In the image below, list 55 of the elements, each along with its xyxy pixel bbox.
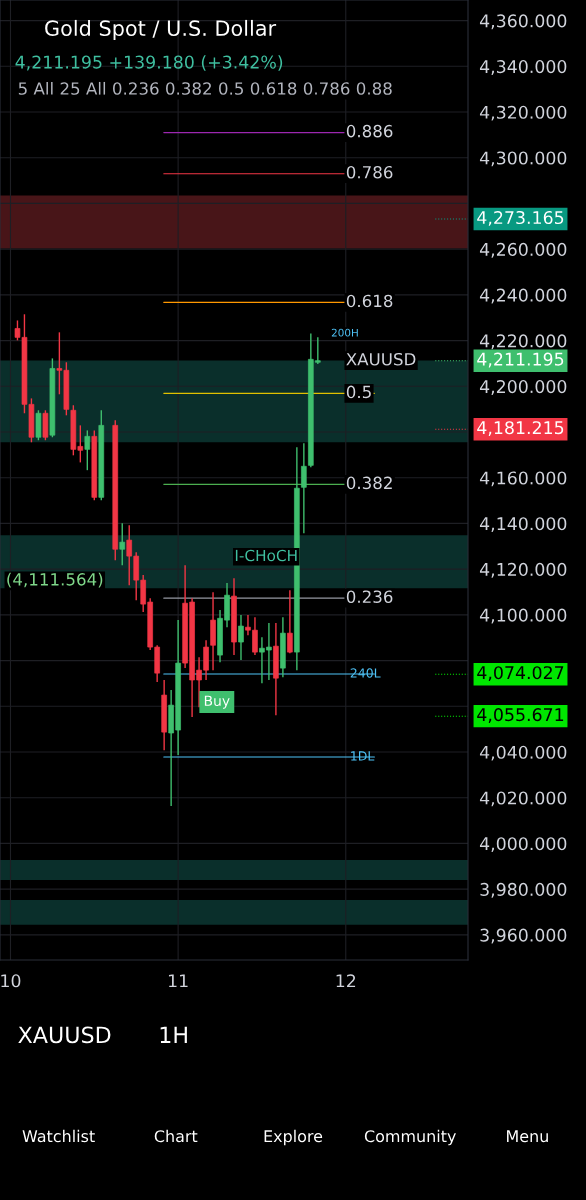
- candlestick: [238, 614, 244, 661]
- y-tick-label: 4,220.000: [479, 334, 567, 350]
- ref-line-label: 240L: [350, 668, 381, 678]
- y-tick-label: 4,360.000: [479, 14, 567, 30]
- candlestick: [301, 442, 307, 534]
- y-tick-label: 4,120.000: [479, 562, 567, 578]
- candlestick: [287, 589, 293, 654]
- annotation: XAUUSD: [346, 352, 416, 366]
- candlestick: [119, 522, 126, 566]
- y-tick-label: 4,340.000: [479, 60, 567, 75]
- y-tick-label: 3,980.000: [480, 882, 567, 898]
- text: Chart: [154, 1129, 198, 1143]
- annotation: 0.886: [346, 124, 393, 138]
- text: 1H: [160, 1026, 187, 1043]
- annotation: Buy: [204, 695, 230, 709]
- y-tick-label: 4,320.000: [479, 105, 567, 121]
- x-tick-label: 12: [336, 974, 356, 988]
- annotation: 0.382: [346, 476, 392, 490]
- y-tick-label: 4,100.000: [479, 608, 567, 624]
- text: 4,211.195 +139.180 (+3.42%): [15, 55, 283, 71]
- text: XAUUSD: [18, 1026, 111, 1044]
- x-tick-label: 10: [1, 974, 21, 988]
- y-tick-label: 4,200.000: [479, 380, 567, 395]
- y-tick-label: 4,300.000: [479, 151, 567, 167]
- annotation: 5 All 25 All 0.236 0.382 0.5 0.618 0.786 0.88: [18, 81, 392, 95]
- text: Gold Spot / U.S. Dollar: [45, 19, 277, 41]
- text: Watchlist: [22, 1129, 95, 1143]
- annotation: 0.618: [346, 294, 393, 308]
- annotation: 0.786: [346, 165, 393, 179]
- annotation: 0.236: [346, 590, 393, 604]
- y-tick-label: 4,260.000: [479, 242, 567, 258]
- candlestick: [35, 409, 42, 441]
- y-tick-label: 4,160.000: [479, 471, 567, 487]
- text: Community: [364, 1129, 456, 1146]
- annotation: (4,111.564): [7, 572, 103, 588]
- candlestick: [42, 409, 49, 441]
- ref-line-label: 4,211.195: [477, 352, 564, 368]
- ref-line-label: 4,055.671: [477, 708, 564, 723]
- candlestick: [84, 429, 91, 471]
- annotation: 200H: [331, 328, 358, 337]
- annotation: 0.5: [346, 385, 371, 399]
- ref-line-label: 4,074.027: [477, 666, 564, 682]
- y-tick-label: 3,960.000: [480, 928, 567, 944]
- ref-line-label: 4,273.165: [477, 210, 564, 226]
- y-tick-label: 4,040.000: [479, 745, 567, 761]
- annotation: I-CHoCH: [235, 549, 297, 562]
- text: Explore: [264, 1129, 323, 1146]
- ref-line-label: 4,181.215: [477, 421, 564, 437]
- x-tick-label: 11: [168, 974, 188, 988]
- y-tick-label: 4,240.000: [479, 288, 567, 304]
- ref-line-label: 1DL: [351, 751, 375, 761]
- text: Menu: [507, 1130, 548, 1143]
- y-tick-label: 4,020.000: [479, 791, 567, 807]
- y-tick-label: 4,000.000: [479, 837, 567, 853]
- y-tick-label: 4,140.000: [479, 517, 567, 533]
